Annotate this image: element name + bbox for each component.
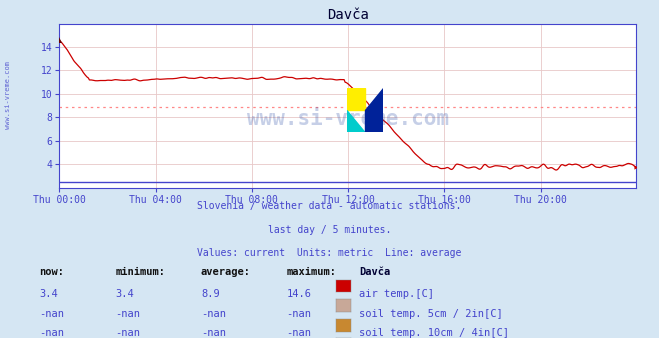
Text: www.si-vreme.com: www.si-vreme.com	[246, 109, 449, 129]
Text: minimum:: minimum:	[115, 267, 165, 277]
Text: www.si-vreme.com: www.si-vreme.com	[5, 61, 11, 129]
Text: 8.9: 8.9	[201, 289, 219, 299]
Text: average:: average:	[201, 267, 251, 277]
Text: 3.4: 3.4	[40, 289, 58, 299]
Polygon shape	[347, 111, 365, 132]
Text: -nan: -nan	[287, 328, 312, 338]
Text: Davča: Davča	[359, 267, 390, 277]
Text: air temp.[C]: air temp.[C]	[359, 289, 434, 299]
Text: Values: current  Units: metric  Line: average: Values: current Units: metric Line: aver…	[197, 248, 462, 259]
Text: -nan: -nan	[201, 328, 226, 338]
Text: now:: now:	[40, 267, 65, 277]
Text: -nan: -nan	[115, 328, 140, 338]
Bar	[347, 89, 365, 111]
Text: maximum:: maximum:	[287, 267, 337, 277]
Text: soil temp. 5cm / 2in[C]: soil temp. 5cm / 2in[C]	[359, 309, 503, 319]
Text: soil temp. 10cm / 4in[C]: soil temp. 10cm / 4in[C]	[359, 328, 509, 338]
Text: -nan: -nan	[40, 309, 65, 319]
Text: -nan: -nan	[40, 328, 65, 338]
Text: Slovenia / weather data - automatic stations.: Slovenia / weather data - automatic stat…	[197, 201, 462, 211]
Bar	[365, 111, 383, 132]
Text: 14.6: 14.6	[287, 289, 312, 299]
Text: -nan: -nan	[115, 309, 140, 319]
Text: -nan: -nan	[287, 309, 312, 319]
Text: 3.4: 3.4	[115, 289, 134, 299]
Title: Davča: Davča	[327, 8, 368, 23]
Polygon shape	[365, 89, 383, 111]
Text: -nan: -nan	[201, 309, 226, 319]
Text: last day / 5 minutes.: last day / 5 minutes.	[268, 225, 391, 235]
